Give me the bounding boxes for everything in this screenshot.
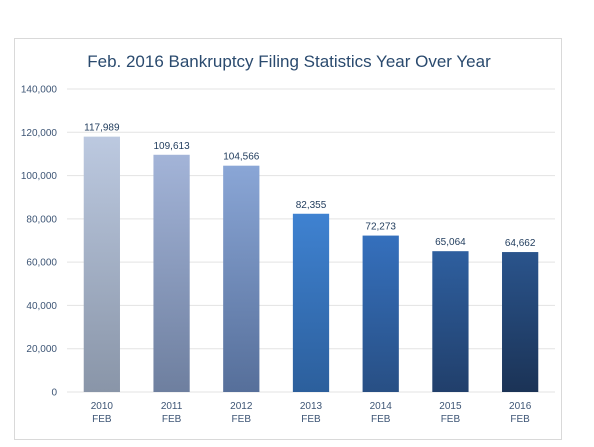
- x-tick-label-month: FEB: [371, 414, 391, 425]
- bar-chart: Feb. 2016 Bankruptcy Filing Statistics Y…: [21, 52, 555, 425]
- x-tick-label-month: FEB: [232, 414, 252, 425]
- data-label: 117,989: [84, 123, 120, 134]
- bar: [362, 235, 399, 392]
- bar: [223, 165, 260, 392]
- x-tick-label-month: FEB: [162, 414, 182, 425]
- data-labels: 117,989 109,613 104,566 82,355 72,273 65,064 6…: [84, 123, 536, 249]
- x-tick-label-year: 2012: [230, 401, 253, 412]
- bar: [502, 252, 539, 392]
- x-tick-label-year: 2015: [439, 401, 462, 412]
- x-axis: 2010 FEB 2011 FEB 2012 FEB 2013 FEB 2014 FEB 2015 F…: [91, 401, 532, 425]
- chart-frame: Feb. 2016 Bankruptcy Filing Statistics Y…: [14, 38, 562, 440]
- data-label: 109,613: [153, 141, 190, 152]
- x-tick-label-month: FEB: [301, 414, 321, 425]
- y-tick-label: 100,000: [21, 171, 58, 182]
- bars: [83, 136, 539, 392]
- x-tick-label-year: 2013: [300, 401, 323, 412]
- y-tick-label: 120,000: [21, 128, 58, 139]
- x-tick-label-year: 2014: [370, 401, 393, 412]
- x-tick-label-month: FEB: [510, 414, 530, 425]
- y-tick-label: 0: [51, 388, 57, 399]
- data-label: 72,273: [365, 222, 396, 233]
- y-tick-label: 80,000: [26, 214, 57, 225]
- bar: [292, 213, 330, 392]
- x-tick-label-year: 2011: [161, 401, 183, 412]
- y-tick-label: 60,000: [26, 258, 57, 269]
- y-tick-label: 40,000: [26, 301, 57, 312]
- data-label: 65,064: [435, 237, 466, 248]
- data-label: 104,566: [223, 152, 260, 163]
- bar: [83, 136, 120, 392]
- x-tick-label-year: 2016: [509, 401, 532, 412]
- bar: [153, 154, 190, 392]
- bar: [432, 251, 469, 392]
- x-tick-label-year: 2010: [91, 401, 114, 412]
- chart-title: Feb. 2016 Bankruptcy Filing Statistics Y…: [87, 52, 491, 71]
- y-tick-label: 20,000: [26, 344, 57, 355]
- data-label: 82,355: [296, 200, 327, 211]
- data-label: 64,662: [505, 238, 536, 249]
- y-axis: 0 20,000 40,000 60,000 80,000 100,000 120,000 1…: [21, 85, 58, 399]
- x-tick-label-month: FEB: [92, 414, 112, 425]
- x-tick-label-month: FEB: [441, 414, 461, 425]
- y-tick-label: 140,000: [21, 85, 58, 96]
